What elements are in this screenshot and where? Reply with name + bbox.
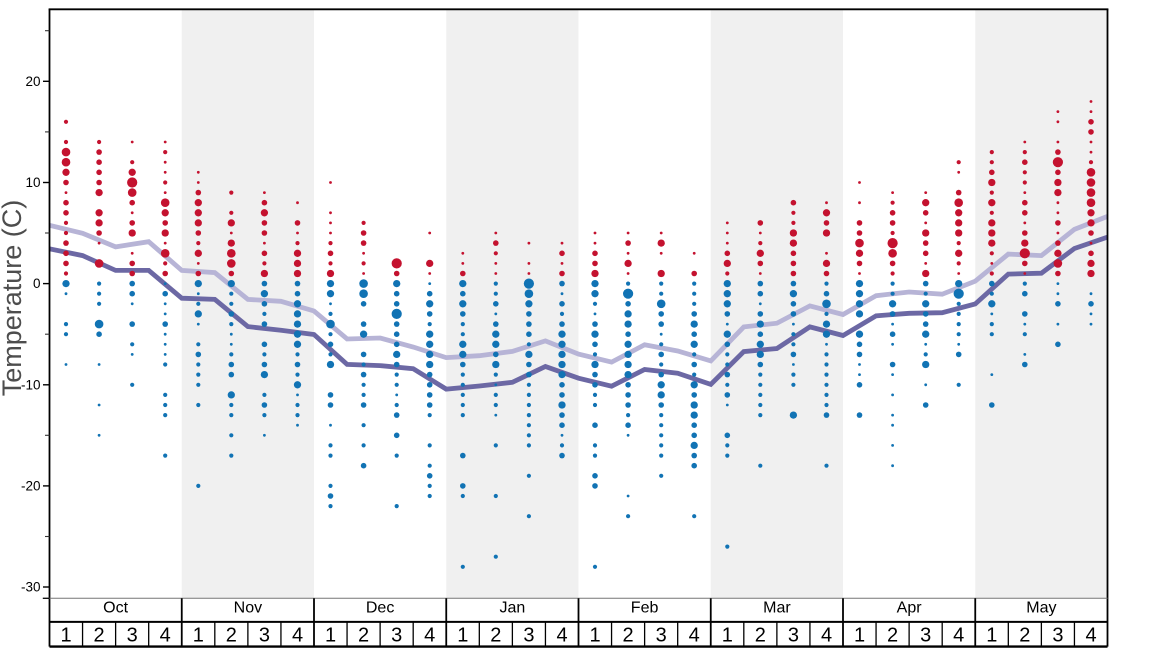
svg-text:2: 2 <box>358 624 369 646</box>
svg-text:2: 2 <box>94 624 105 646</box>
svg-text:4: 4 <box>821 624 832 646</box>
svg-text:Oct: Oct <box>103 600 128 617</box>
svg-text:3: 3 <box>788 624 799 646</box>
svg-text:May: May <box>1026 600 1056 617</box>
svg-text:1: 1 <box>325 624 336 646</box>
svg-text:1: 1 <box>60 624 71 646</box>
svg-text:1: 1 <box>457 624 468 646</box>
svg-text:Jan: Jan <box>500 600 526 617</box>
svg-text:1: 1 <box>589 624 600 646</box>
svg-text:3: 3 <box>259 624 270 646</box>
svg-text:4: 4 <box>160 624 171 646</box>
svg-text:4: 4 <box>424 624 435 646</box>
svg-text:1: 1 <box>722 624 733 646</box>
svg-text:Mar: Mar <box>763 600 791 617</box>
svg-text:2: 2 <box>887 624 898 646</box>
svg-text:3: 3 <box>656 624 667 646</box>
svg-text:2: 2 <box>755 624 766 646</box>
svg-text:3: 3 <box>127 624 138 646</box>
svg-text:3: 3 <box>391 624 402 646</box>
svg-text:Dec: Dec <box>366 600 394 617</box>
svg-text:Temperature (C): Temperature (C) <box>0 200 27 397</box>
svg-text:2: 2 <box>490 624 501 646</box>
svg-text:4: 4 <box>292 624 303 646</box>
svg-text:1: 1 <box>854 624 865 646</box>
svg-text:2: 2 <box>226 624 237 646</box>
svg-text:Apr: Apr <box>897 600 923 617</box>
svg-text:3: 3 <box>920 624 931 646</box>
svg-text:-30: -30 <box>21 580 41 595</box>
svg-text:4: 4 <box>689 624 700 646</box>
svg-text:1: 1 <box>193 624 204 646</box>
svg-text:10: 10 <box>25 175 40 190</box>
svg-text:-20: -20 <box>21 478 41 493</box>
svg-text:2: 2 <box>1019 624 1030 646</box>
svg-text:3: 3 <box>1052 624 1063 646</box>
svg-text:4: 4 <box>556 624 567 646</box>
svg-text:1: 1 <box>986 624 997 646</box>
svg-text:3: 3 <box>523 624 534 646</box>
svg-text:4: 4 <box>1085 624 1096 646</box>
svg-text:20: 20 <box>25 74 40 89</box>
svg-text:Nov: Nov <box>234 600 262 617</box>
svg-text:-10: -10 <box>21 377 41 392</box>
svg-text:0: 0 <box>33 276 41 291</box>
svg-text:Feb: Feb <box>631 600 659 617</box>
svg-text:2: 2 <box>623 624 634 646</box>
svg-text:4: 4 <box>953 624 964 646</box>
